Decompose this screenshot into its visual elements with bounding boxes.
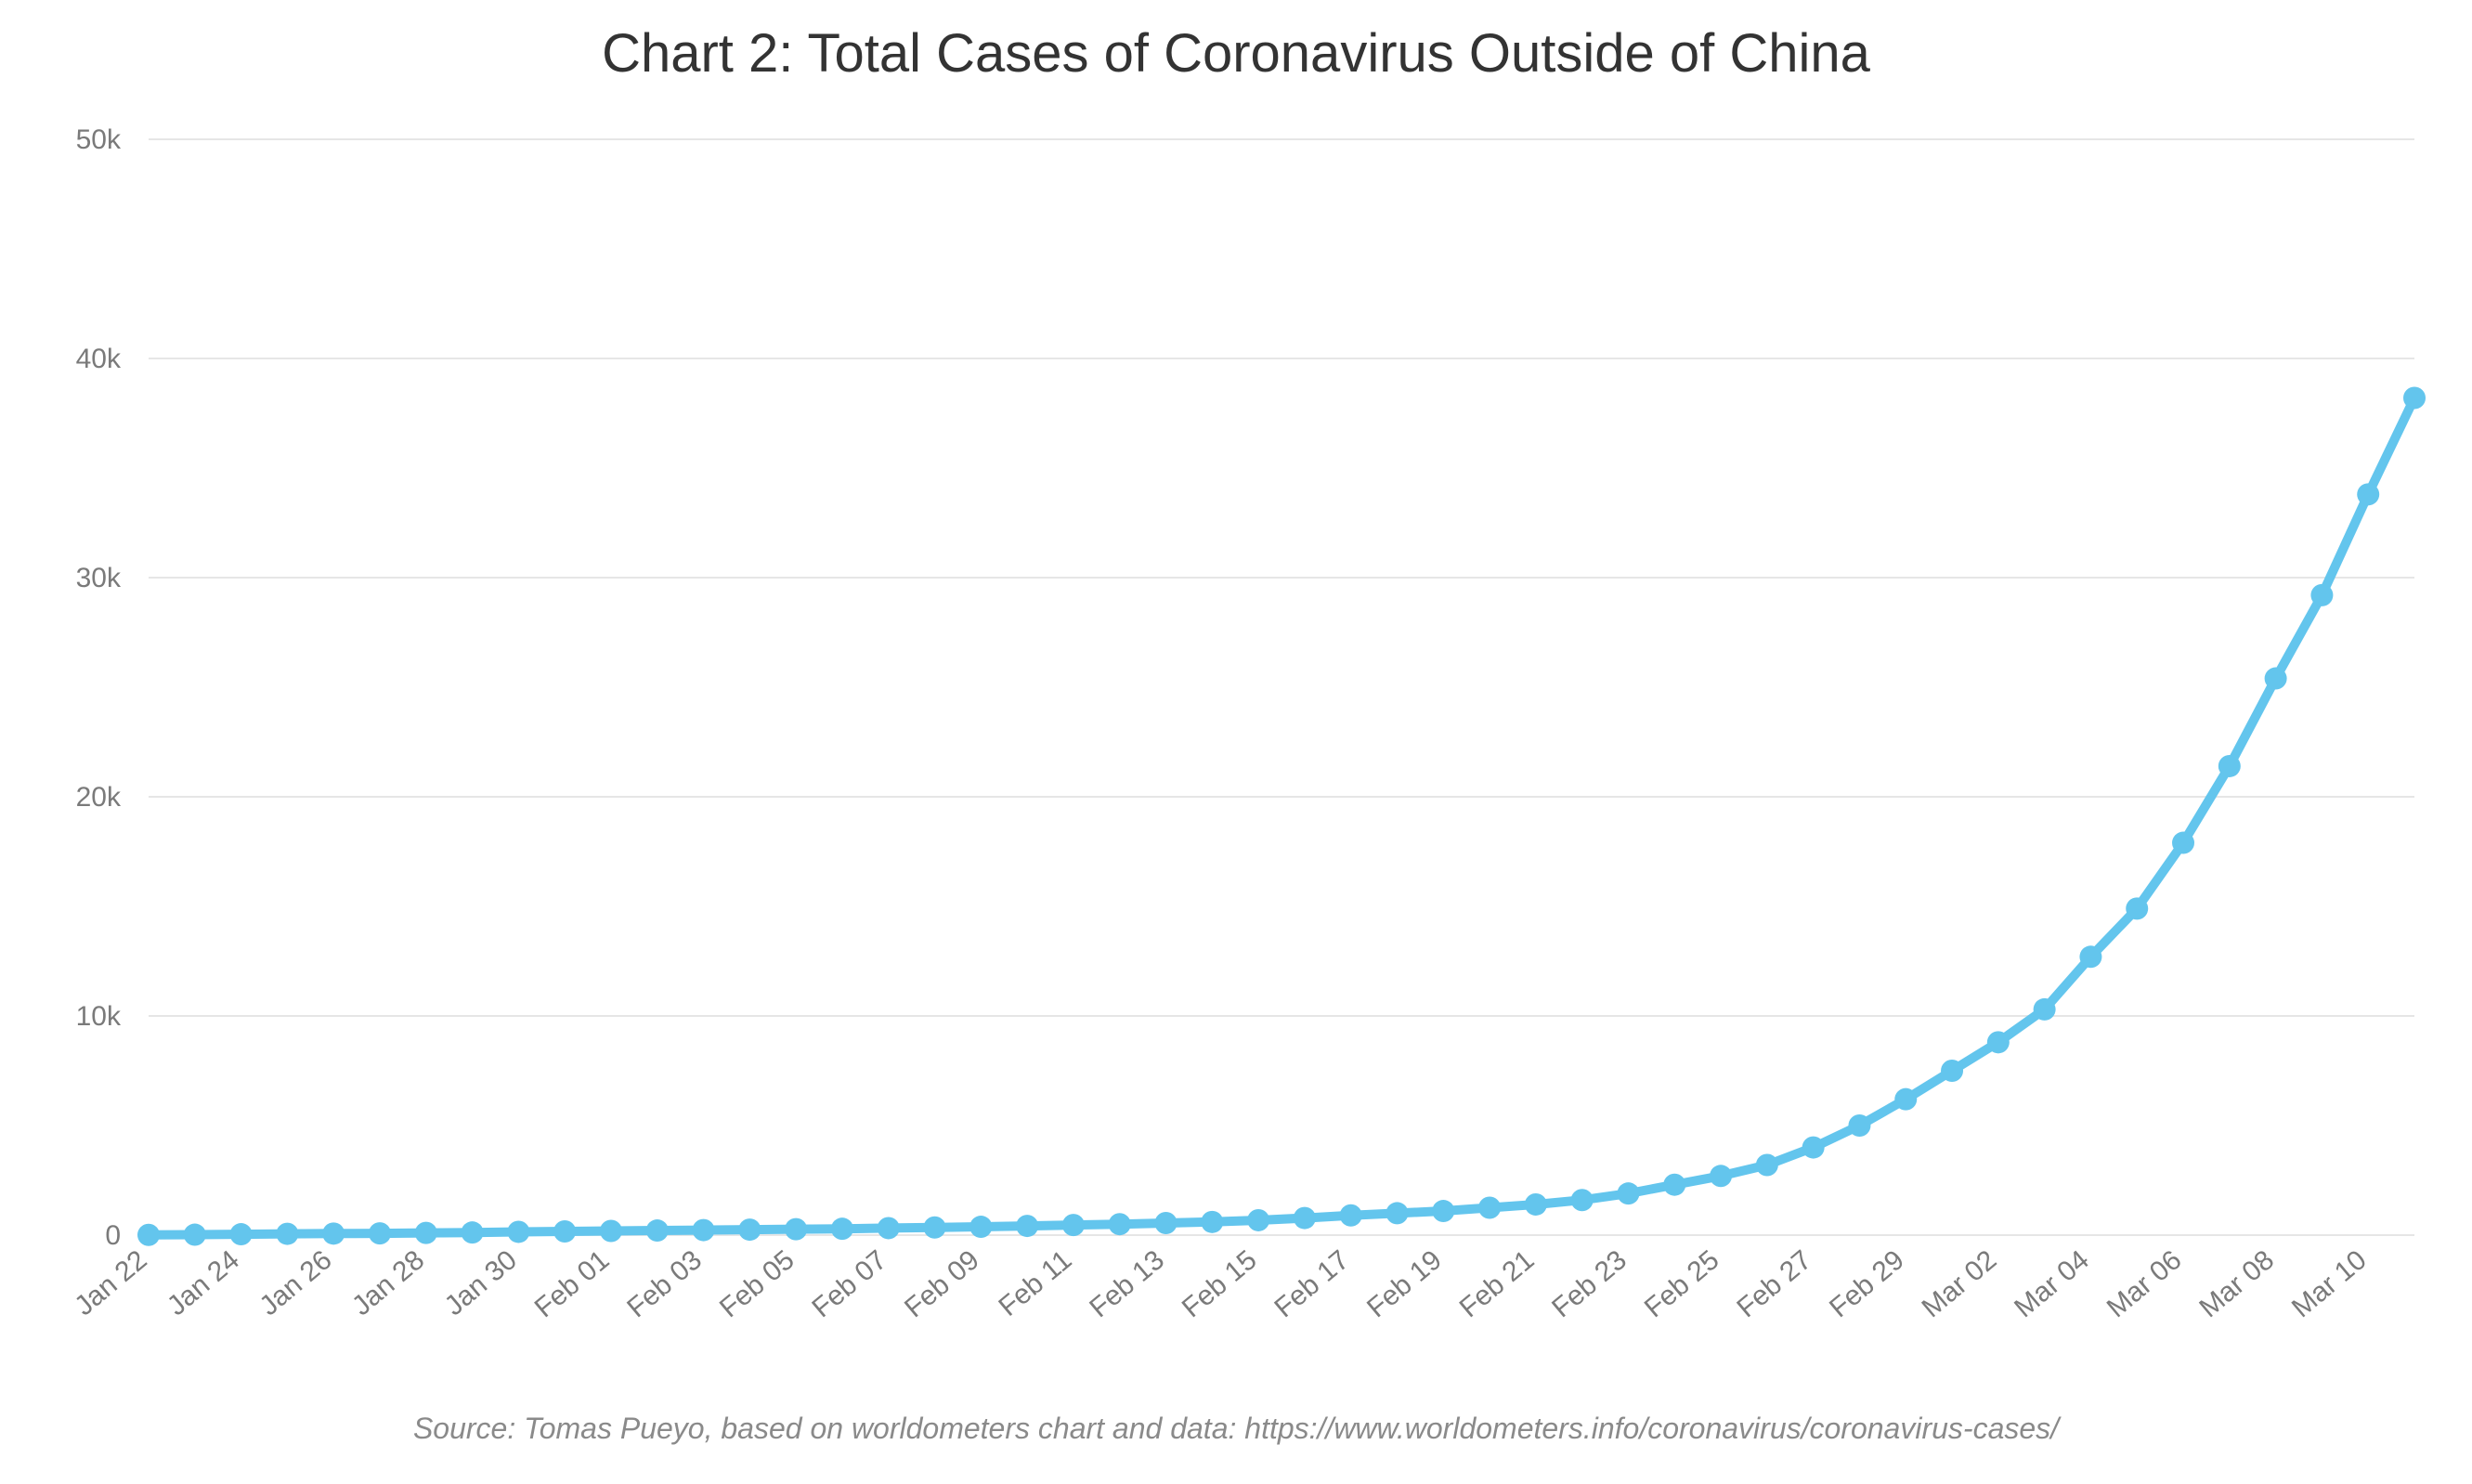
x-tick-label: Mar 10: [2286, 1244, 2373, 1323]
series-marker: [462, 1221, 484, 1243]
x-tick-label: Feb 23: [1546, 1244, 1633, 1323]
series-marker: [369, 1222, 391, 1244]
series-marker: [322, 1222, 345, 1244]
series-marker: [415, 1222, 437, 1244]
series-marker: [646, 1219, 669, 1242]
x-tick-label: Feb 11: [993, 1244, 1077, 1322]
series-marker: [1987, 1031, 2010, 1053]
series-marker: [2034, 998, 2056, 1021]
series-marker: [2126, 897, 2148, 919]
series-marker: [1525, 1193, 1547, 1216]
series-marker: [878, 1217, 900, 1239]
x-tick-label: Feb 21: [1454, 1244, 1541, 1323]
x-tick-label: Mar 02: [1917, 1244, 2003, 1323]
series-marker: [1386, 1202, 1408, 1224]
series-marker: [969, 1216, 992, 1238]
x-tick-label: Feb 05: [714, 1244, 800, 1323]
x-tick-label: Feb 03: [621, 1244, 708, 1323]
y-tick-label: 50k: [76, 124, 122, 155]
series-marker: [2172, 832, 2194, 854]
series-marker: [1201, 1211, 1223, 1233]
x-tick-label: Feb 15: [1177, 1244, 1263, 1323]
series-marker: [1294, 1207, 1316, 1230]
series-marker: [2357, 483, 2379, 505]
series-marker: [184, 1224, 206, 1246]
series-marker: [1894, 1088, 1917, 1111]
y-tick-label: 0: [105, 1220, 121, 1251]
series-marker: [1663, 1174, 1685, 1196]
series-marker: [1756, 1153, 1778, 1176]
series-marker: [924, 1217, 946, 1239]
x-tick-label: Feb 01: [529, 1244, 616, 1323]
chart-source: Source: Tomas Pueyo, based on worldomete…: [0, 1412, 2472, 1446]
y-tick-label: 30k: [76, 563, 122, 593]
x-tick-label: Feb 09: [899, 1244, 985, 1323]
chart-plot: 0 10k 20k 30k 40k 50k Jan 22Jan 24Jan 26Jan 28…: [0, 0, 2472, 1484]
series-marker: [1617, 1182, 1639, 1204]
series-line: [149, 398, 2414, 1235]
y-tick-label: 10k: [76, 1001, 122, 1032]
series-marker: [831, 1217, 853, 1240]
x-tick-label: Feb 29: [1824, 1244, 1910, 1323]
series-marker: [137, 1224, 160, 1246]
series-marker: [2310, 584, 2333, 606]
x-tick-label: Jan 30: [439, 1244, 523, 1321]
series-marker: [2218, 755, 2241, 777]
x-tick-label: Feb 25: [1639, 1244, 1725, 1323]
series-marker: [1062, 1214, 1085, 1236]
chart-container: Chart 2: Total Cases of Coronavirus Outs…: [0, 0, 2472, 1484]
series-marker: [693, 1219, 715, 1242]
x-tick-label: Jan 22: [69, 1244, 152, 1321]
series-marker: [507, 1220, 529, 1243]
x-tick-label: Feb 07: [806, 1244, 892, 1323]
series-marker: [276, 1223, 298, 1245]
series-marker: [2079, 945, 2101, 968]
x-tick-label: Feb 19: [1361, 1244, 1448, 1323]
series-marker: [1941, 1060, 1963, 1082]
x-tick-label: Mar 04: [2009, 1244, 2095, 1323]
series-marker: [1802, 1137, 1825, 1159]
series-marker: [738, 1218, 761, 1241]
series-marker: [1710, 1165, 1732, 1187]
x-tick-label: Feb 17: [1269, 1244, 1355, 1323]
series-marker: [1432, 1200, 1454, 1222]
series-marker: [1109, 1213, 1131, 1235]
series-marker: [600, 1220, 622, 1243]
series-marker: [2403, 386, 2426, 409]
series-marker: [1848, 1114, 1870, 1137]
series-marker: [1247, 1209, 1269, 1231]
x-tick-label: Feb 27: [1731, 1244, 1817, 1323]
x-tick-label: Jan 28: [346, 1244, 430, 1321]
x-tick-label: Mar 08: [2193, 1244, 2280, 1323]
x-tick-label: Jan 26: [254, 1244, 337, 1321]
series-marker: [1340, 1204, 1362, 1227]
series-marker: [2265, 668, 2287, 690]
y-tick-label: 20k: [76, 782, 122, 813]
series-marker: [1571, 1189, 1594, 1211]
series-marker: [1155, 1212, 1177, 1234]
x-tick-label: Feb 13: [1084, 1244, 1170, 1323]
series-marker: [230, 1223, 253, 1245]
x-tick-label: Jan 24: [162, 1244, 245, 1321]
series-marker: [1478, 1197, 1501, 1219]
series-marker: [1016, 1215, 1038, 1237]
series-marker: [553, 1220, 576, 1243]
y-tick-label: 40k: [76, 344, 122, 374]
series-marker: [785, 1218, 807, 1241]
x-tick-label: Mar 06: [2101, 1244, 2188, 1323]
